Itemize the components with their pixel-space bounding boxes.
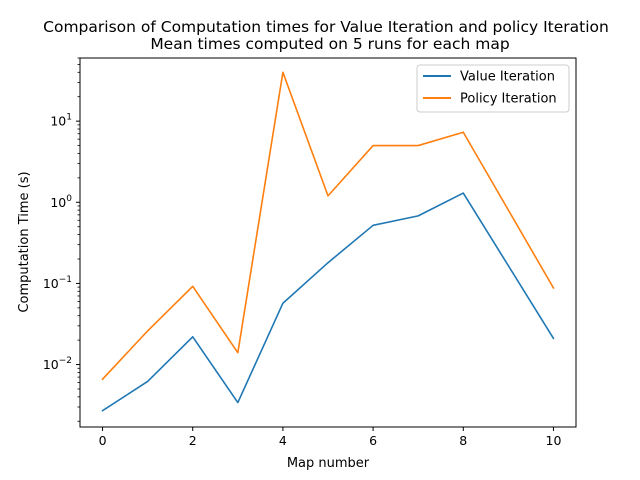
x-tick-label-8: 8 [459,433,467,448]
series-line-policy-iteration [101,71,555,381]
legend-label-policy-iteration: Policy Iteration [460,92,557,107]
y-tick-label-1: 101 [50,113,72,129]
x-tick-label-4: 4 [279,433,287,448]
y-axis-ticks: 10−2 10−1 100 101 [43,57,80,422]
legend-label-value-iteration: Value Iteration [460,70,555,85]
x-axis-label: Map number [287,456,370,471]
legend-box [416,64,570,113]
chart-title: Comparison of Computation times for Valu… [43,18,609,36]
series-layer [101,71,555,412]
y-axis-label: Computation Time (s) [17,171,32,312]
chart-subtitle: Mean times computed on 5 runs for each m… [150,35,509,53]
x-tick-label-6: 6 [369,433,377,448]
x-axis-ticks: 0 2 4 6 8 10 [99,427,562,448]
legend: Value Iteration Policy Iteration [416,64,570,113]
x-tick-label-2: 2 [189,433,197,448]
y-tick-label-−1: 10−1 [43,275,72,291]
x-tick-label-0: 0 [99,433,107,448]
y-tick-label-−2: 10−2 [43,356,72,372]
plot-area: 0 2 4 6 8 10 10−2 10−1 100 101 [43,57,577,448]
plot-frame [79,57,577,428]
y-tick-label-0: 100 [50,194,72,210]
series-line-value-iteration [101,192,555,412]
x-tick-label-10: 10 [546,433,562,448]
